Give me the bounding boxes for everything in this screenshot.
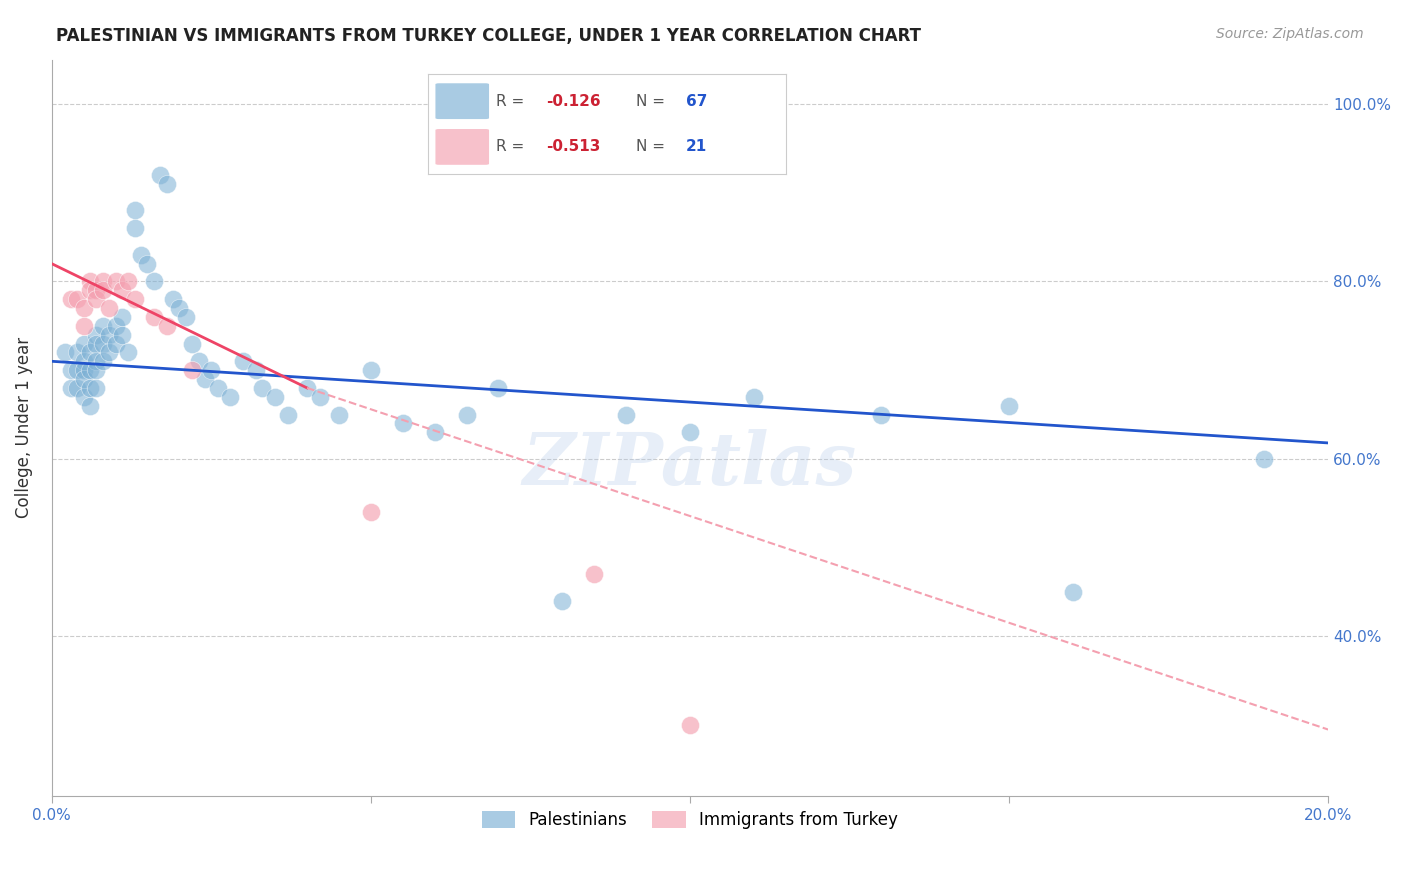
Point <box>91 354 114 368</box>
Point <box>174 310 197 324</box>
Point <box>679 425 702 440</box>
Point <box>73 390 96 404</box>
Text: ZIPatlas: ZIPatlas <box>523 429 858 500</box>
Point <box>252 381 274 395</box>
Point <box>124 203 146 218</box>
Point <box>162 292 184 306</box>
Point <box>295 381 318 395</box>
Point <box>104 318 127 333</box>
Point <box>73 372 96 386</box>
Point <box>86 283 108 297</box>
Point <box>117 345 139 359</box>
Point <box>98 327 121 342</box>
Point <box>79 381 101 395</box>
Point <box>156 177 179 191</box>
Point <box>456 408 478 422</box>
Point <box>360 363 382 377</box>
Point <box>219 390 242 404</box>
Point <box>66 345 89 359</box>
Point <box>98 301 121 315</box>
Point <box>79 363 101 377</box>
Point <box>136 257 159 271</box>
Point <box>194 372 217 386</box>
Point <box>308 390 330 404</box>
Point <box>181 336 204 351</box>
Point <box>998 399 1021 413</box>
Point <box>277 408 299 422</box>
Point <box>207 381 229 395</box>
Point <box>870 408 893 422</box>
Point <box>181 363 204 377</box>
Point <box>124 221 146 235</box>
Point <box>104 336 127 351</box>
Point <box>86 336 108 351</box>
Point <box>86 354 108 368</box>
Point <box>169 301 191 315</box>
Y-axis label: College, Under 1 year: College, Under 1 year <box>15 337 32 518</box>
Point <box>1253 451 1275 466</box>
Text: PALESTINIAN VS IMMIGRANTS FROM TURKEY COLLEGE, UNDER 1 YEAR CORRELATION CHART: PALESTINIAN VS IMMIGRANTS FROM TURKEY CO… <box>56 27 921 45</box>
Text: Source: ZipAtlas.com: Source: ZipAtlas.com <box>1216 27 1364 41</box>
Legend: Palestinians, Immigrants from Turkey: Palestinians, Immigrants from Turkey <box>475 804 904 836</box>
Point <box>111 283 134 297</box>
Point <box>59 363 82 377</box>
Point <box>79 275 101 289</box>
Point <box>124 292 146 306</box>
Point <box>232 354 254 368</box>
Point <box>423 425 446 440</box>
Point <box>86 363 108 377</box>
Point <box>391 417 413 431</box>
Point <box>104 275 127 289</box>
Point <box>98 345 121 359</box>
Point <box>111 327 134 342</box>
Point <box>187 354 209 368</box>
Point <box>156 318 179 333</box>
Point <box>360 505 382 519</box>
Point <box>73 363 96 377</box>
Point <box>614 408 637 422</box>
Point <box>245 363 267 377</box>
Point <box>742 390 765 404</box>
Point <box>86 327 108 342</box>
Point <box>86 292 108 306</box>
Point <box>59 381 82 395</box>
Point <box>264 390 287 404</box>
Point <box>59 292 82 306</box>
Point <box>53 345 76 359</box>
Point <box>111 310 134 324</box>
Point <box>73 301 96 315</box>
Point <box>66 292 89 306</box>
Point <box>91 275 114 289</box>
Point <box>73 318 96 333</box>
Point <box>488 381 510 395</box>
Point <box>73 354 96 368</box>
Point <box>91 336 114 351</box>
Point <box>117 275 139 289</box>
Point <box>91 318 114 333</box>
Point <box>79 399 101 413</box>
Point <box>91 283 114 297</box>
Point <box>328 408 350 422</box>
Point <box>79 345 101 359</box>
Point <box>142 310 165 324</box>
Point <box>1062 585 1084 599</box>
Point <box>66 381 89 395</box>
Point <box>79 283 101 297</box>
Point <box>149 168 172 182</box>
Point <box>129 248 152 262</box>
Point <box>679 718 702 732</box>
Point <box>583 567 606 582</box>
Point <box>200 363 222 377</box>
Point <box>66 363 89 377</box>
Point <box>551 594 574 608</box>
Point <box>142 275 165 289</box>
Point <box>86 381 108 395</box>
Point <box>73 336 96 351</box>
